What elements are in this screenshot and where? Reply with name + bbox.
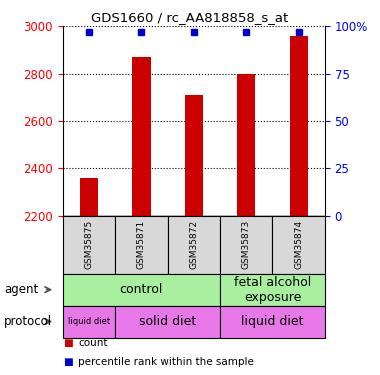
Bar [185, 95, 203, 216]
Text: GDS1660 / rc_AA818858_s_at: GDS1660 / rc_AA818858_s_at [91, 11, 289, 24]
Text: GSM35873: GSM35873 [242, 220, 251, 269]
Text: GSM35875: GSM35875 [84, 220, 93, 269]
Text: agent: agent [4, 283, 38, 296]
Bar [80, 178, 98, 216]
Text: GSM35872: GSM35872 [189, 220, 198, 269]
Text: ■: ■ [63, 357, 73, 367]
Text: solid diet: solid diet [139, 315, 196, 328]
Text: liquid diet: liquid diet [68, 317, 110, 326]
Text: percentile rank within the sample: percentile rank within the sample [78, 357, 254, 367]
Text: GSM35871: GSM35871 [137, 220, 146, 269]
Bar [290, 36, 308, 216]
Text: count: count [78, 338, 108, 348]
Bar [237, 74, 255, 216]
Text: liquid diet: liquid diet [241, 315, 304, 328]
Text: GSM35874: GSM35874 [294, 220, 303, 269]
Text: control: control [120, 283, 163, 296]
Bar [132, 57, 150, 216]
Text: protocol: protocol [4, 315, 52, 328]
Text: ■: ■ [63, 338, 73, 348]
Text: fetal alcohol
exposure: fetal alcohol exposure [234, 276, 311, 304]
